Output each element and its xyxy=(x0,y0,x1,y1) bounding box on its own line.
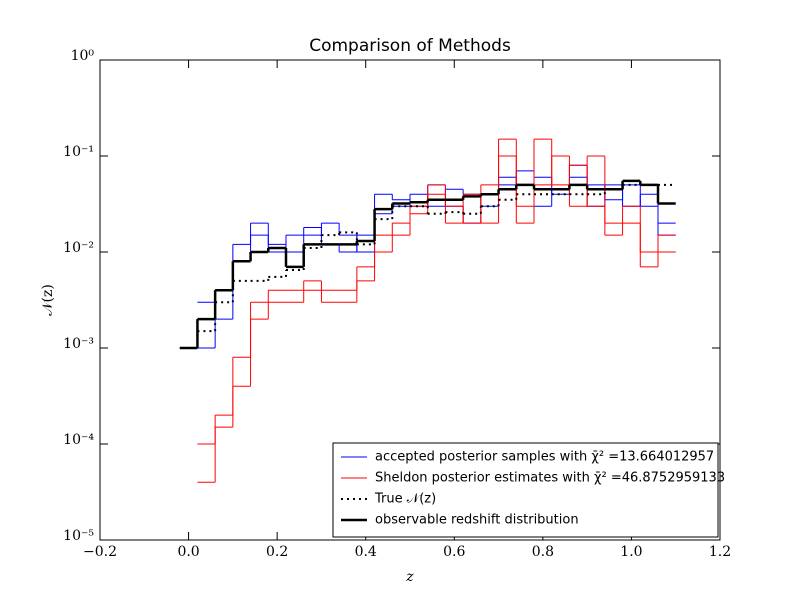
legend-label: True 𝒩(z) xyxy=(374,492,436,507)
y-tick-label: 10⁻⁴ xyxy=(63,432,94,448)
y-tick-label: 10⁰ xyxy=(71,48,95,64)
legend-label: Sheldon posterior estimates with χ̄² =46… xyxy=(375,471,725,486)
y-tick-label: 10⁻⁵ xyxy=(63,528,94,544)
x-tick-label: 0.0 xyxy=(177,544,199,560)
x-tick-label: 1.2 xyxy=(709,544,731,560)
x-tick-label: 0.8 xyxy=(532,544,554,560)
y-tick-label: 10⁻¹ xyxy=(63,144,94,160)
legend-label: accepted posterior samples with χ̄² =13.… xyxy=(375,450,714,465)
chart-title: Comparison of Methods xyxy=(309,36,511,56)
x-tick-label: −0.2 xyxy=(83,544,117,560)
y-tick-label: 10⁻² xyxy=(63,240,94,256)
plot-frame xyxy=(99,59,721,541)
y-axis-label: 𝒩(z) xyxy=(40,284,56,316)
x-tick-label: 0.6 xyxy=(443,544,465,560)
legend-box xyxy=(332,442,719,538)
x-tick-label: 0.2 xyxy=(266,544,288,560)
x-tick-label: 1.0 xyxy=(620,544,642,560)
x-tick-label: 0.4 xyxy=(355,544,377,560)
y-tick-label: 10⁻³ xyxy=(63,336,94,352)
x-axis-label: z xyxy=(405,569,414,585)
legend-label: observable redshift distribution xyxy=(375,513,579,528)
